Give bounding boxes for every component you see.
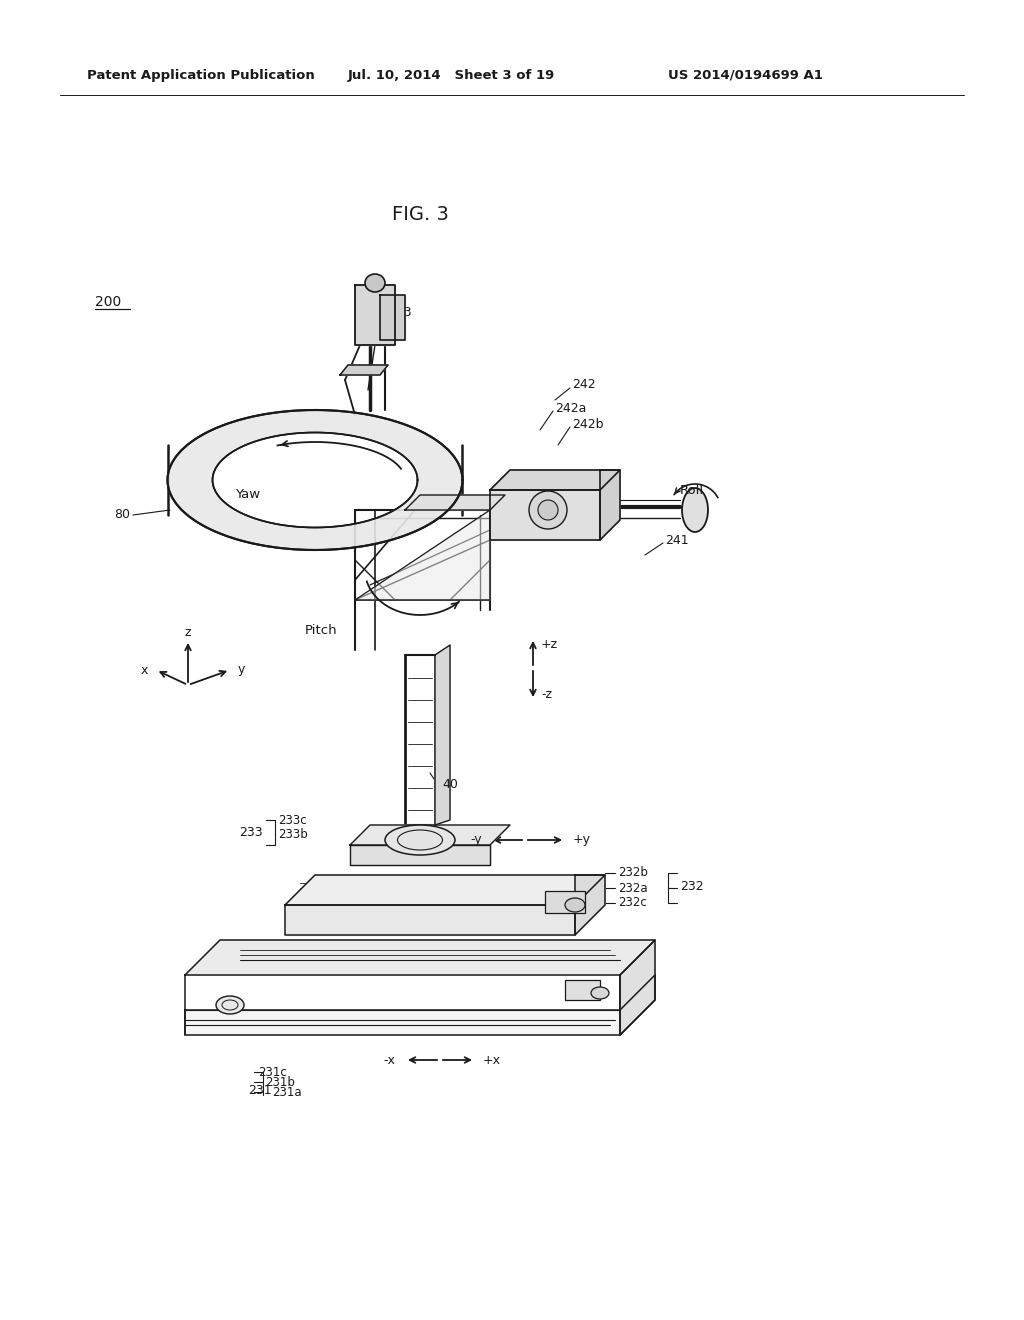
Polygon shape: [575, 875, 605, 935]
Text: 40: 40: [442, 779, 458, 792]
Text: +y: +y: [573, 833, 591, 846]
Polygon shape: [435, 645, 450, 825]
Ellipse shape: [216, 997, 244, 1014]
Polygon shape: [350, 845, 490, 865]
Ellipse shape: [385, 825, 455, 855]
Polygon shape: [185, 940, 655, 975]
Text: 232a: 232a: [618, 882, 647, 895]
Text: 242a: 242a: [555, 401, 587, 414]
Text: 233b: 233b: [278, 829, 308, 842]
Text: 242: 242: [572, 379, 596, 392]
Ellipse shape: [591, 987, 609, 999]
Text: Patent Application Publication: Patent Application Publication: [87, 69, 314, 82]
Ellipse shape: [565, 898, 585, 912]
Ellipse shape: [529, 491, 567, 529]
Bar: [545, 891, 585, 913]
Text: z: z: [184, 627, 191, 639]
Polygon shape: [168, 411, 463, 550]
Text: US 2014/0194699 A1: US 2014/0194699 A1: [668, 69, 823, 82]
Polygon shape: [600, 470, 620, 540]
Text: 232c: 232c: [618, 896, 647, 909]
Polygon shape: [620, 940, 655, 1035]
Text: -z: -z: [541, 689, 552, 701]
Text: 80: 80: [114, 508, 130, 521]
Text: Roll: Roll: [680, 483, 705, 496]
Text: 231b: 231b: [265, 1076, 295, 1089]
Text: 232: 232: [680, 879, 703, 892]
Text: FIG. 3: FIG. 3: [391, 206, 449, 224]
Bar: [565, 979, 600, 1001]
Text: -y: -y: [470, 833, 482, 846]
Ellipse shape: [365, 275, 385, 292]
Polygon shape: [406, 495, 505, 510]
Text: -x: -x: [383, 1053, 395, 1067]
Ellipse shape: [682, 488, 708, 532]
Polygon shape: [380, 294, 406, 341]
Polygon shape: [340, 366, 388, 375]
Text: 231: 231: [248, 1084, 271, 1097]
Polygon shape: [490, 470, 620, 490]
Text: Pitch: Pitch: [305, 623, 338, 636]
Text: 200: 200: [95, 294, 121, 309]
Text: 242b: 242b: [572, 418, 603, 432]
Polygon shape: [355, 285, 395, 345]
Text: x: x: [140, 664, 148, 676]
Text: +z: +z: [541, 639, 558, 652]
Text: +x: +x: [483, 1053, 501, 1067]
Polygon shape: [285, 906, 575, 935]
Text: 232b: 232b: [618, 866, 648, 879]
Polygon shape: [355, 510, 490, 601]
Polygon shape: [185, 975, 655, 1035]
Text: 233: 233: [240, 825, 263, 838]
Polygon shape: [350, 825, 510, 845]
Polygon shape: [285, 875, 605, 906]
Text: 231c: 231c: [258, 1065, 287, 1078]
Text: Jul. 10, 2014   Sheet 3 of 19: Jul. 10, 2014 Sheet 3 of 19: [348, 69, 555, 82]
Ellipse shape: [538, 500, 558, 520]
Text: 233c: 233c: [278, 813, 306, 826]
Text: Yaw: Yaw: [236, 488, 260, 502]
Text: 241: 241: [665, 533, 688, 546]
Text: y: y: [238, 664, 246, 676]
Polygon shape: [490, 490, 600, 540]
Text: 243: 243: [388, 306, 412, 319]
Text: 231a: 231a: [272, 1085, 302, 1098]
